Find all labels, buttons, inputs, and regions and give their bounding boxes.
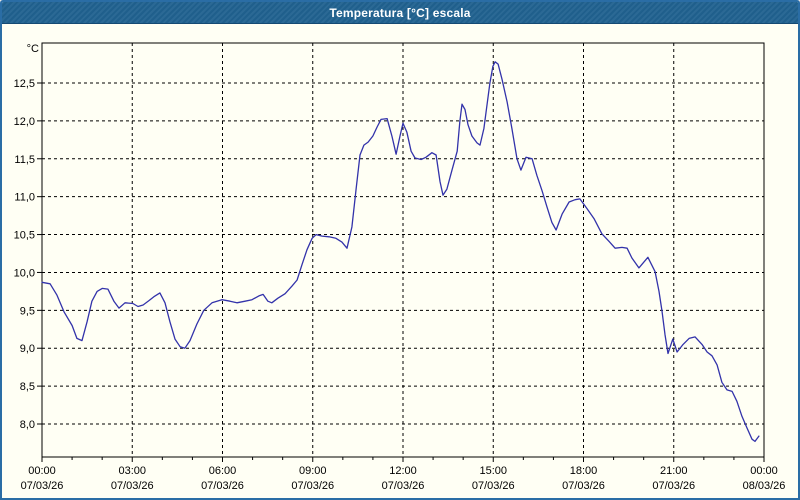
x-axis-time-label: 00:00 bbox=[28, 465, 56, 477]
x-axis-date-label: 07/03/26 bbox=[21, 480, 64, 492]
x-axis-date-label: 07/03/26 bbox=[291, 480, 334, 492]
x-axis-time-label: 21:00 bbox=[660, 465, 688, 477]
x-axis-date-label: 07/03/26 bbox=[111, 480, 154, 492]
y-axis-tick-label: 8,0 bbox=[20, 419, 35, 431]
y-axis-tick-label: 8,5 bbox=[20, 381, 35, 393]
y-axis-tick-label: 9,5 bbox=[20, 305, 35, 317]
window-title: Temperatura [°C] escala bbox=[329, 5, 471, 20]
y-axis-tick-label: 12,5 bbox=[14, 78, 35, 90]
y-axis-tick-label: 12,0 bbox=[14, 116, 35, 128]
temperature-series-line bbox=[41, 61, 760, 443]
x-axis-date-label: 07/03/26 bbox=[201, 480, 244, 492]
x-axis-time-label: 12:00 bbox=[389, 465, 417, 477]
x-axis-time-label: 09:00 bbox=[299, 465, 327, 477]
x-axis-time-label: 00:00 bbox=[750, 465, 778, 477]
y-axis-unit-label: °C bbox=[27, 43, 39, 55]
plot-border bbox=[41, 42, 765, 458]
x-axis-date-label: 07/03/26 bbox=[652, 480, 695, 492]
x-axis-time-label: 06:00 bbox=[209, 465, 237, 477]
x-axis-date-label: 07/03/26 bbox=[562, 480, 605, 492]
x-axis-time-label: 15:00 bbox=[479, 465, 507, 477]
title-bar[interactable]: Temperatura [°C] escala bbox=[2, 2, 798, 24]
x-axis-date-label: 07/03/26 bbox=[472, 480, 515, 492]
y-axis-tick-label: 9,0 bbox=[20, 343, 35, 355]
x-axis-date-label: 08/03/26 bbox=[743, 480, 786, 492]
x-axis-time-label: 18:00 bbox=[570, 465, 598, 477]
temperature-chart: 12,5 12,0 11,5 11,0 10,5 10,0 9,5 9,0 8,5 8,0 °C 00… bbox=[14, 42, 786, 492]
x-axis-date-label: 07/03/26 bbox=[382, 480, 425, 492]
y-axis-tick-label: 11,5 bbox=[14, 154, 35, 166]
y-axis-tick-label: 11,0 bbox=[14, 192, 35, 204]
chart-area: 12,5 12,0 11,5 11,0 10,5 10,0 9,5 9,0 8,5 8,0 °C 00… bbox=[2, 24, 798, 498]
y-axis-tick-label: 10,0 bbox=[14, 267, 35, 279]
y-axis-tick-label: 10,5 bbox=[14, 230, 35, 242]
x-axis-time-label: 03:00 bbox=[118, 465, 146, 477]
